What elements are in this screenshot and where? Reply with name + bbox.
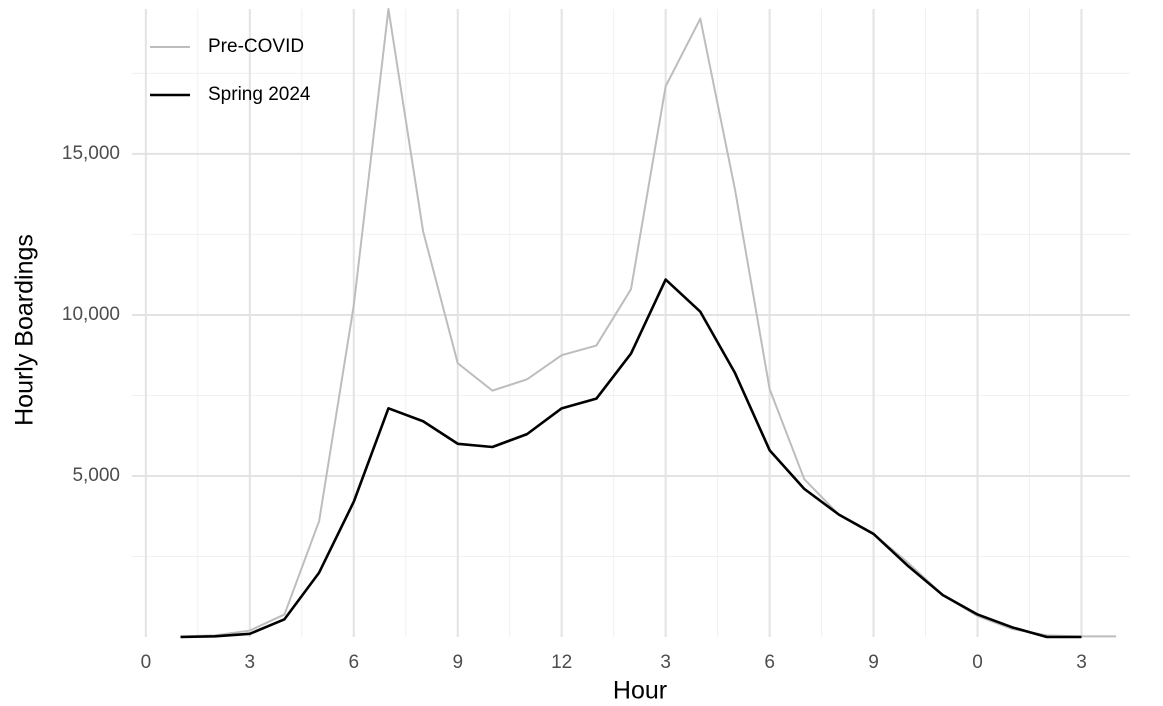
x-tick-label: 0 [141,652,152,673]
x-tick-label: 0 [972,652,983,673]
y-tick-label: 5,000 [72,465,120,486]
series-line [180,278,1082,639]
x-tick-label: 12 [551,652,572,673]
x-tick-label: 3 [1076,652,1087,673]
x-tick-label: 9 [452,652,463,673]
x-axis-title: Hour [613,677,667,705]
x-tick-label: 6 [764,652,775,673]
grid [132,9,1130,637]
x-tick-label: 3 [660,652,671,673]
y-axis-title: Hourly Boardings [11,234,39,426]
series-line [180,8,1117,638]
x-tick-label: 3 [245,652,256,673]
legend-label: Spring 2024 [208,84,311,105]
x-tick-label: 9 [868,652,879,673]
y-tick-label: 15,000 [62,143,120,164]
y-tick-label: 10,000 [62,304,120,325]
x-tick-label: 6 [348,652,359,673]
legend-label: Pre-COVID [208,36,304,57]
